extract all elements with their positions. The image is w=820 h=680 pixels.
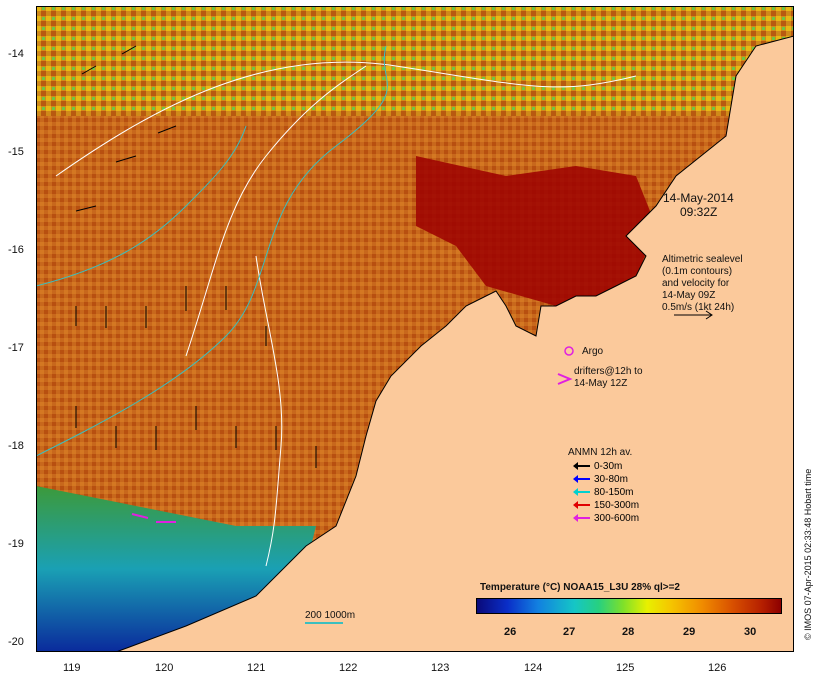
lon-label: 120: [155, 662, 174, 674]
argo-label: Argo: [582, 346, 604, 357]
arrow-icon: [573, 514, 590, 523]
credit-text: © IMOS 07-Apr-2015 02:33:48 Hobart time: [803, 468, 813, 640]
isobath-legend-label: 200 1000m: [305, 610, 356, 621]
colorbar-tick: 26: [504, 626, 517, 638]
lat-label: -14: [8, 48, 24, 60]
temperature-colorbar: [476, 598, 782, 614]
colorbar-tick: 28: [622, 626, 635, 638]
drifters-label: drifters@12h to: [574, 366, 643, 377]
lat-label: -20: [8, 636, 24, 648]
drifter-chevron: [557, 373, 573, 385]
arrow-icon: [573, 475, 590, 484]
drifters-label: 14-May 12Z: [574, 378, 628, 389]
lon-label: 121: [247, 662, 266, 674]
colorbar-tick: 30: [744, 626, 757, 638]
colorbar-tick: 27: [563, 626, 576, 638]
colorbar-title: Temperature (°C) NOAA15_L3U 28% ql>=2: [480, 582, 680, 593]
map-frame: [36, 6, 794, 652]
arrow-icon: [573, 501, 590, 510]
arrow-icon: [573, 488, 590, 497]
velocity-arrows: [75, 45, 317, 468]
altimetry-note: and velocity for: [662, 278, 730, 289]
image-time: 09:32Z: [680, 205, 718, 219]
lat-label: -18: [8, 440, 24, 452]
lat-label: -15: [8, 146, 24, 158]
warm-coastal-region: [416, 156, 656, 306]
isobath-legend-line: [305, 622, 343, 624]
isobath-200m: [36, 45, 388, 457]
isobath-1000m: [36, 125, 247, 287]
land-mass: [115, 35, 794, 652]
colorbar-tick: 29: [683, 626, 696, 638]
drifter-tracks: [131, 513, 176, 523]
lat-label: -19: [8, 538, 24, 550]
altimetry-note: (0.1m contours): [662, 266, 733, 277]
anmn-legend-item: 300-600m: [573, 513, 639, 524]
sealevel-contour: [185, 65, 367, 357]
sealevel-contour: [255, 255, 283, 567]
anmn-legend-item: 80-150m: [573, 487, 633, 498]
altimetry-note: Altimetric sealevel: [662, 254, 743, 265]
lon-label: 124: [524, 662, 543, 674]
northern-band: [36, 6, 794, 116]
anmn-legend-item: 30-80m: [573, 474, 628, 485]
lon-label: 122: [339, 662, 358, 674]
lon-label: 119: [63, 662, 81, 674]
arrow-icon: [573, 462, 590, 471]
altimetry-note: 14-May 09Z: [662, 290, 716, 301]
lon-label: 123: [431, 662, 450, 674]
velocity-scale-arrow: [674, 310, 713, 320]
sst-map[interactable]: [36, 6, 794, 652]
lon-label: 126: [708, 662, 727, 674]
anmn-legend-item: 150-300m: [573, 500, 639, 511]
lat-label: -16: [8, 244, 24, 256]
lon-label: 125: [616, 662, 635, 674]
argo-marker[interactable]: [564, 346, 574, 356]
anmn-legend-title: ANMN 12h av.: [568, 447, 633, 458]
anmn-legend-item: 0-30m: [573, 461, 622, 472]
image-date: 14-May-2014: [663, 191, 734, 205]
altimetry-note: 0.5m/s (1kt 24h): [662, 302, 735, 313]
sealevel-contour: [55, 61, 637, 177]
lat-label: -17: [8, 342, 24, 354]
cool-southern-water: [36, 486, 316, 652]
